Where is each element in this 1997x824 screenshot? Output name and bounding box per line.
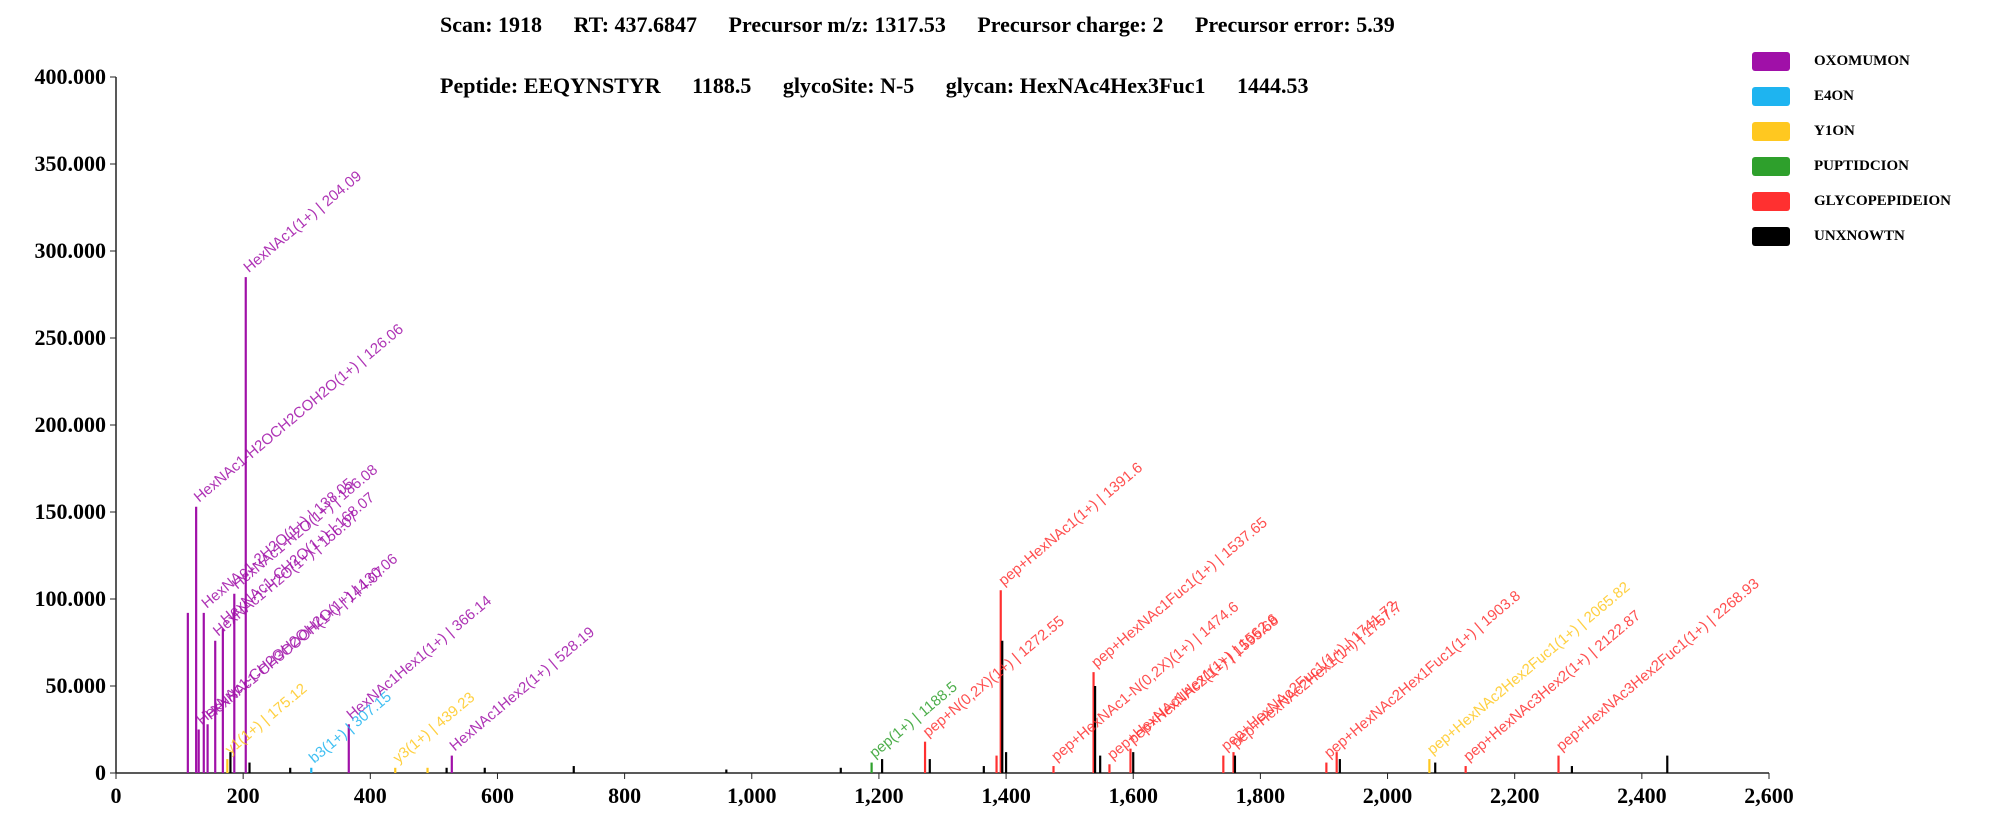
- precursor-charge-text: Precursor charge: 2: [977, 12, 1164, 37]
- x-tick-label: 1,800: [1236, 783, 1286, 808]
- peak-label: b3(1+) | 307.15: [306, 688, 395, 767]
- x-tick-label: 400: [354, 783, 387, 808]
- glycan-text: glycan: HexNAc4Hex3Fuc1: [945, 73, 1206, 98]
- x-tick-label: 1,600: [1108, 783, 1158, 808]
- legend-swatch: [1752, 192, 1790, 211]
- x-tick-label: 1,000: [727, 783, 777, 808]
- peak-label: pep+HexNAc2Hex2Fuc1(1+) | 2065.82: [1424, 579, 1633, 759]
- y-tick-label: 0: [95, 760, 106, 785]
- legend: OXOMUMON E4ON Y1ON PUPTIDCION GLYCOPEPID…: [1752, 44, 1951, 254]
- peak-label: HexNAc1Hex2(1+) | 528.19: [446, 624, 598, 755]
- peptide-text: Peptide: EEQYNSTYR: [440, 73, 661, 98]
- x-tick-label: 0: [111, 783, 122, 808]
- peak-label: pep+HexNAc1(1+) | 1391.6: [995, 459, 1146, 589]
- y-tick-label: 400.000: [35, 64, 107, 89]
- legend-label: GLYCOPEPIDEION: [1814, 193, 1951, 209]
- legend-swatch: [1752, 157, 1790, 176]
- x-tick-label: 1,400: [981, 783, 1031, 808]
- scan-text: Scan: 1918: [440, 12, 543, 37]
- x-tick-label: 2,600: [1744, 783, 1794, 808]
- peak-label: pep+HexNAc2Hex1(1+) | 1757.7: [1228, 598, 1405, 751]
- precursor-error-text: Precursor error: 5.39: [1194, 12, 1395, 37]
- legend-item-peptide-ion[interactable]: PUPTIDCION: [1752, 149, 1951, 184]
- legend-label: Y1ON: [1814, 123, 1855, 139]
- x-tick-label: 2,000: [1363, 783, 1413, 808]
- y-tick-label: 350.000: [35, 151, 107, 176]
- legend-item-glycopeptide-ion[interactable]: GLYCOPEPIDEION: [1752, 184, 1951, 219]
- glycosite-text: glycoSite: N-5: [782, 73, 915, 98]
- y-tick-label: 150.000: [35, 499, 107, 524]
- legend-swatch: [1752, 87, 1790, 106]
- x-tick-label: 2,400: [1617, 783, 1667, 808]
- header-line-1: Scan: 1918 RT: 437.6847 Precursor m/z: 1…: [440, 12, 1997, 38]
- legend-label: UNXNOWTN: [1814, 228, 1905, 244]
- y-tick-label: 200.000: [35, 412, 107, 437]
- legend-label: OXOMUMON: [1814, 53, 1910, 69]
- peak-label: HexNAc1-H2O(1+) | 186.08: [229, 461, 381, 593]
- x-tick-label: 800: [608, 783, 641, 808]
- legend-item-unknown[interactable]: UNXNOWTN: [1752, 219, 1951, 254]
- header-line-2: Peptide: EEQYNSTYR 1188.5 glycoSite: N-5…: [440, 73, 1997, 99]
- glycan-mass-text: 1444.53: [1236, 73, 1309, 98]
- precursor-mz-text: Precursor m/z: 1317.53: [728, 12, 946, 37]
- legend-label: E4ON: [1814, 88, 1855, 104]
- y-tick-label: 250.000: [35, 325, 107, 350]
- legend-swatch: [1752, 227, 1790, 246]
- x-tick-label: 1,200: [854, 783, 904, 808]
- y-tick-label: 300.000: [35, 238, 107, 263]
- rt-text: RT: 437.6847: [573, 12, 698, 37]
- legend-swatch: [1752, 52, 1790, 71]
- legend-item-y-ion[interactable]: Y1ON: [1752, 114, 1951, 149]
- peptide-mass-text: 1188.5: [692, 73, 752, 98]
- legend-label: PUPTIDCION: [1814, 158, 1910, 174]
- x-tick-label: 600: [481, 783, 514, 808]
- legend-item-b-ion[interactable]: E4ON: [1752, 79, 1951, 114]
- x-tick-label: 200: [227, 783, 260, 808]
- peak-label: HexNAc1(1+) | 204.09: [240, 168, 365, 277]
- x-tick-label: 2,200: [1490, 783, 1540, 808]
- peak-label: HexNAc1-CH2O(1+) | 168.07: [217, 489, 377, 628]
- peak-label: pep+N(0,2X)(1+) | 1272.55: [920, 613, 1068, 741]
- y-tick-label: 100.000: [35, 586, 107, 611]
- legend-swatch: [1752, 122, 1790, 141]
- y-tick-label: 50.000: [46, 673, 107, 698]
- legend-item-oxonium[interactable]: OXOMUMON: [1752, 44, 1951, 79]
